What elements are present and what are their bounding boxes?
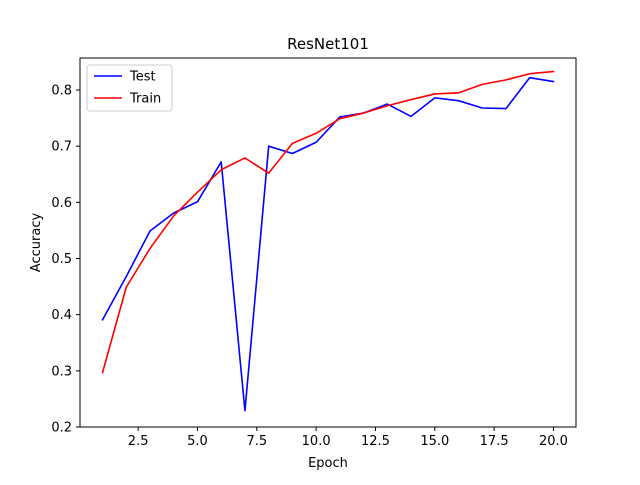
x-tick-label: 7.5 [246,434,267,449]
y-tick-label: 0.2 [51,421,72,436]
x-axis-label: Epoch [308,456,348,471]
x-tick-label: 2.5 [128,434,149,449]
y-axis-label: Accuracy [29,213,44,273]
series-line-train [101,70,555,374]
legend-label-train: Train [129,92,161,107]
legend-label-test: Test [129,70,156,85]
chart-title: ResNet101 [287,35,369,53]
y-tick-label: 0.8 [51,84,72,99]
legend: Test Train [86,64,173,112]
y-tick-label: 0.4 [51,308,72,323]
x-tick-label: 15.0 [420,434,449,449]
y-tick-label: 0.3 [51,364,72,379]
x-tick-label: 17.5 [480,434,509,449]
y-tick-label: 0.5 [51,252,72,267]
y-tick-label: 0.7 [51,140,72,155]
x-tick-label: 5.0 [187,434,208,449]
axes-frame [79,57,577,428]
x-tick-label: 12.5 [361,434,390,449]
y-tick-label: 0.6 [51,196,72,211]
x-tick-label: 10.0 [302,434,331,449]
x-tick-label: 20.0 [539,434,568,449]
